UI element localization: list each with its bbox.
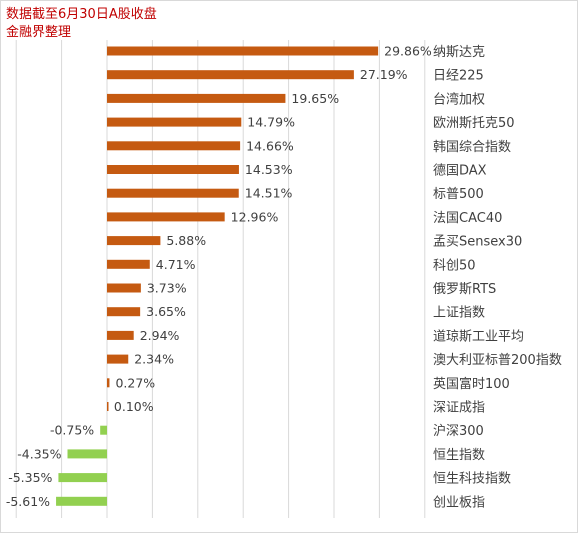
value-label: -4.35% xyxy=(17,446,61,461)
value-label: 3.73% xyxy=(147,281,187,296)
bar xyxy=(107,188,239,198)
bar xyxy=(107,259,150,269)
value-label: 0.27% xyxy=(115,375,155,390)
bar xyxy=(107,212,225,222)
category-label: 韩国综合指数 xyxy=(433,140,511,155)
bar xyxy=(67,449,107,459)
category-label: 英国富时100 xyxy=(433,376,510,392)
category-label: 创业板指 xyxy=(433,495,485,510)
category-label: 欧洲斯托克50 xyxy=(433,116,515,131)
value-label: 14.66% xyxy=(246,138,294,153)
value-label: 3.65% xyxy=(146,304,186,319)
bar xyxy=(107,307,141,317)
bar xyxy=(107,141,241,151)
value-label: 2.34% xyxy=(134,352,174,367)
category-label: 孟买Sensex30 xyxy=(433,235,522,250)
category-label: 恒生指数 xyxy=(433,448,485,463)
bar xyxy=(58,473,107,483)
value-label: 2.94% xyxy=(140,328,180,343)
value-label: 5.88% xyxy=(166,233,206,248)
category-label: 俄罗斯RTS xyxy=(433,282,496,297)
category-label: 台湾加权 xyxy=(433,91,485,107)
gridlines xyxy=(15,40,426,518)
category-label: 沪深300 xyxy=(433,423,484,439)
value-label: -5.35% xyxy=(8,470,52,485)
category-label: 日经225 xyxy=(433,69,484,84)
value-label: 14.53% xyxy=(245,162,293,177)
bar xyxy=(107,46,379,56)
value-label: -0.75% xyxy=(50,423,94,438)
bar xyxy=(107,165,239,174)
category-label: 恒生科技指数 xyxy=(433,472,511,487)
value-label: 19.65% xyxy=(291,91,339,106)
category-label: 纳斯达克 xyxy=(433,45,485,60)
category-label: 标普500 xyxy=(433,187,484,202)
value-label: 0.10% xyxy=(114,399,154,414)
category-label: 德国DAX xyxy=(433,164,487,179)
value-label: 12.96% xyxy=(231,209,279,224)
category-label: 澳大利亚标普200指数 xyxy=(433,352,562,368)
bar xyxy=(107,402,109,411)
bar xyxy=(107,283,141,293)
category-label: 法国CAC40 xyxy=(433,211,502,226)
bar xyxy=(107,378,110,388)
bar xyxy=(56,496,107,506)
category-label: 深证成指 xyxy=(433,401,485,416)
value-labels: 29.86% 27.19% 19.65% 14.79% 14.66% 14.53% 14.5… xyxy=(6,44,432,509)
bar xyxy=(107,330,134,340)
source-note: 金融界整理 xyxy=(6,25,72,40)
bar xyxy=(107,236,161,246)
category-label: 上证指数 xyxy=(433,306,485,321)
value-label: 29.86% xyxy=(384,44,432,59)
value-label: -5.61% xyxy=(6,494,50,509)
bar xyxy=(107,354,129,364)
bar xyxy=(100,425,107,435)
value-label: 14.79% xyxy=(247,115,295,130)
category-label: 科创50 xyxy=(433,258,476,273)
category-label: 道琼斯工业平均 xyxy=(433,329,524,344)
value-label: 14.51% xyxy=(245,186,293,201)
bar xyxy=(107,70,354,80)
data-note: 数据截至6月30日A股收盘 xyxy=(6,7,157,22)
value-label: 27.19% xyxy=(360,67,408,82)
bar xyxy=(107,117,242,127)
bars xyxy=(56,46,379,506)
value-label: 4.71% xyxy=(156,257,196,272)
bar xyxy=(107,93,286,103)
